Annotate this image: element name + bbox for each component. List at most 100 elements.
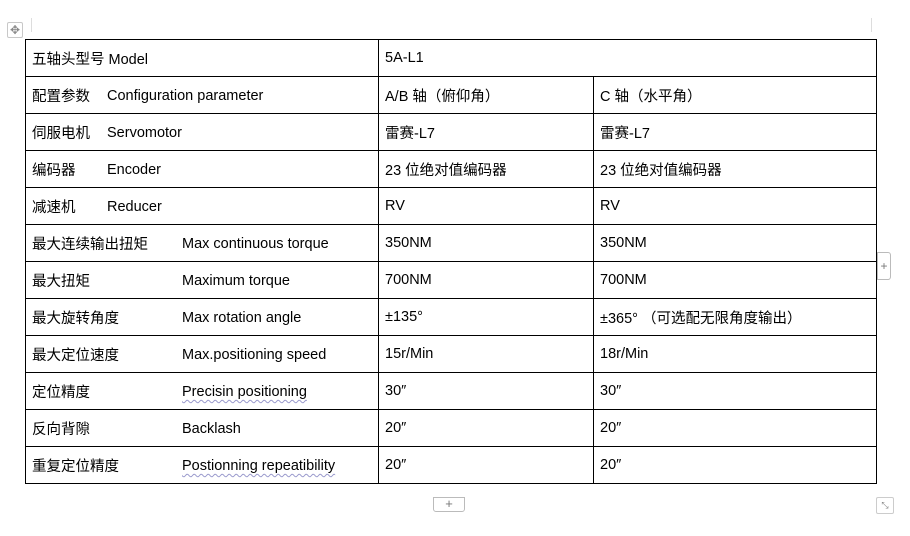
table-row: 伺服电机 Servomotor 雷赛-L7 雷赛-L7 bbox=[25, 113, 877, 151]
table-row: 最大旋转角度 Max rotation angle ±135° ±365° （可选配无… bbox=[25, 298, 877, 336]
c-axis-value: 350NM bbox=[600, 235, 647, 251]
label-en: Max continuous torque bbox=[182, 235, 329, 252]
table-cell[interactable]: 减速机 Reducer bbox=[25, 187, 379, 225]
table-cell[interactable]: 最大连续输出扭矩 Max continuous torque bbox=[25, 224, 379, 262]
c-axis-value: 20″ bbox=[600, 457, 622, 473]
c-axis-value: 23 位绝对值编码器 bbox=[600, 162, 722, 179]
c-axis-value: 18r/Min bbox=[600, 346, 649, 362]
table-cell[interactable]: 反向背隙 Backlash bbox=[25, 409, 379, 447]
c-axis-value: 雷赛-L7 bbox=[600, 125, 650, 142]
ab-axis-value: 雷赛-L7 bbox=[385, 125, 435, 142]
label-en: Precisin positioning bbox=[182, 383, 307, 400]
table-cell[interactable]: 最大定位速度 Max.positioning speed bbox=[25, 335, 379, 373]
add-column-button[interactable]: + bbox=[877, 252, 891, 280]
table-cell[interactable]: 23 位绝对值编码器 bbox=[378, 150, 594, 188]
table-cell[interactable]: RV bbox=[378, 187, 594, 225]
label-en: Model bbox=[108, 51, 149, 68]
table-cell[interactable]: 重复定位精度 Postionning repeatibility bbox=[25, 446, 379, 484]
ab-axis-value: RV bbox=[385, 198, 405, 214]
table-cell[interactable]: 15r/Min bbox=[378, 335, 594, 373]
label-cn: 减速机 bbox=[32, 199, 76, 216]
table-cell[interactable]: 定位精度 Precisin positioning bbox=[25, 372, 379, 410]
label-en: Servomotor bbox=[107, 124, 182, 141]
table-cell[interactable]: 最大扭矩 Maximum torque bbox=[25, 261, 379, 299]
ab-axis-value: 23 位绝对值编码器 bbox=[385, 162, 507, 179]
label-cn: 最大定位速度 bbox=[32, 347, 119, 364]
table-cell[interactable]: 700NM bbox=[593, 261, 877, 299]
spec-table: 五轴头型号 Model 5A-L1 配置参数 Configuration para… bbox=[25, 39, 877, 484]
table-cell[interactable]: 20″ bbox=[378, 409, 594, 447]
table-move-handle[interactable]: ✥ bbox=[7, 22, 23, 38]
table-cell[interactable]: 350NM bbox=[378, 224, 594, 262]
table-cell[interactable]: RV bbox=[593, 187, 877, 225]
table-cell[interactable]: 350NM bbox=[593, 224, 877, 262]
label-en: Max rotation angle bbox=[182, 309, 302, 326]
table-cell[interactable]: 五轴头型号 Model bbox=[25, 39, 379, 77]
ab-axis-value: ±135° bbox=[385, 309, 423, 325]
table-row: 最大连续输出扭矩 Max continuous torque 350NM 350NM bbox=[25, 224, 877, 262]
table-row: 最大定位速度 Max.positioning speed 15r/Min 18r/Mi… bbox=[25, 335, 877, 373]
label-en: Reducer bbox=[107, 198, 162, 215]
label-en: Postionning repeatibility bbox=[182, 457, 336, 474]
move-arrows-icon: ✥ bbox=[9, 23, 21, 37]
table-cell[interactable]: 30″ bbox=[593, 372, 877, 410]
label-cn: 伺服电机 bbox=[32, 125, 90, 142]
table-cell[interactable]: 5A-L1 bbox=[378, 39, 877, 77]
table-cell[interactable]: ±135° bbox=[378, 298, 594, 336]
table-cell[interactable]: 雷赛-L7 bbox=[593, 113, 877, 151]
table-cell[interactable]: 雷赛-L7 bbox=[378, 113, 594, 151]
table-row: 编码器 Encoder 23 位绝对值编码器 23 位绝对值编码器 bbox=[25, 150, 877, 188]
table-row: 五轴头型号 Model 5A-L1 bbox=[25, 39, 877, 77]
label-en: Backlash bbox=[182, 420, 241, 437]
table-row: 反向背隙 Backlash 20″ 20″ bbox=[25, 409, 877, 447]
table-cell[interactable]: 23 位绝对值编码器 bbox=[593, 150, 877, 188]
label-en: Encoder bbox=[107, 161, 162, 178]
table-cell[interactable]: 700NM bbox=[378, 261, 594, 299]
table-cell[interactable]: 最大旋转角度 Max rotation angle bbox=[25, 298, 379, 336]
table-cell[interactable]: 配置参数 Configuration parameter bbox=[25, 76, 379, 114]
table-resize-handle[interactable]: ⤡ bbox=[876, 497, 894, 514]
label-cn: 五轴头型号 bbox=[32, 51, 105, 68]
label-cn: 最大旋转角度 bbox=[32, 310, 119, 327]
table-cell[interactable]: 30″ bbox=[378, 372, 594, 410]
c-axis-value: ±365° （可选配无限角度输出） bbox=[600, 310, 802, 327]
label-en: Max.positioning speed bbox=[182, 346, 327, 363]
add-row-button[interactable]: + bbox=[433, 497, 465, 512]
table-row: 最大扭矩 Maximum torque 700NM 700NM bbox=[25, 261, 877, 299]
ab-axis-value: A/B 轴（俯仰角） bbox=[385, 88, 500, 105]
table-cell[interactable]: 20″ bbox=[593, 409, 877, 447]
table-cell[interactable]: 18r/Min bbox=[593, 335, 877, 373]
c-axis-value: 20″ bbox=[600, 420, 622, 436]
table-cell[interactable]: 20″ bbox=[593, 446, 877, 484]
ab-axis-value: 20″ bbox=[385, 420, 407, 436]
table-row: 定位精度 Precisin positioning 30″ 30″ bbox=[25, 372, 877, 410]
c-axis-value: RV bbox=[600, 198, 620, 214]
label-cn: 重复定位精度 bbox=[32, 458, 119, 475]
margin-mark bbox=[871, 18, 872, 32]
table-cell[interactable]: 20″ bbox=[378, 446, 594, 484]
table-row: 重复定位精度 Postionning repeatibility 20″ 20″ bbox=[25, 446, 877, 484]
label-en: Configuration parameter bbox=[107, 87, 264, 104]
label-cn: 反向背隙 bbox=[32, 421, 90, 438]
label-cn: 编码器 bbox=[32, 162, 76, 179]
table-row: 减速机 Reducer RV RV bbox=[25, 187, 877, 225]
c-axis-value: 30″ bbox=[600, 383, 622, 399]
margin-mark bbox=[31, 18, 32, 32]
label-cn: 最大连续输出扭矩 bbox=[32, 236, 148, 253]
model-value: 5A-L1 bbox=[385, 50, 424, 66]
ab-axis-value: 350NM bbox=[385, 235, 432, 251]
ab-axis-value: 700NM bbox=[385, 272, 432, 288]
table-cell[interactable]: 编码器 Encoder bbox=[25, 150, 379, 188]
label-en: Maximum torque bbox=[182, 272, 290, 289]
table-cell[interactable]: C 轴（水平角） bbox=[593, 76, 877, 114]
table-cell[interactable]: ±365° （可选配无限角度输出） bbox=[593, 298, 877, 336]
ab-axis-value: 15r/Min bbox=[385, 346, 434, 362]
table-row: 配置参数 Configuration parameter A/B 轴（俯仰角） C 轴… bbox=[25, 76, 877, 114]
resize-icon: ⤡ bbox=[881, 500, 889, 510]
ab-axis-value: 20″ bbox=[385, 457, 407, 473]
c-axis-value: 700NM bbox=[600, 272, 647, 288]
table-cell[interactable]: 伺服电机 Servomotor bbox=[25, 113, 379, 151]
table-cell[interactable]: A/B 轴（俯仰角） bbox=[378, 76, 594, 114]
ab-axis-value: 30″ bbox=[385, 383, 407, 399]
label-cn: 定位精度 bbox=[32, 384, 90, 401]
